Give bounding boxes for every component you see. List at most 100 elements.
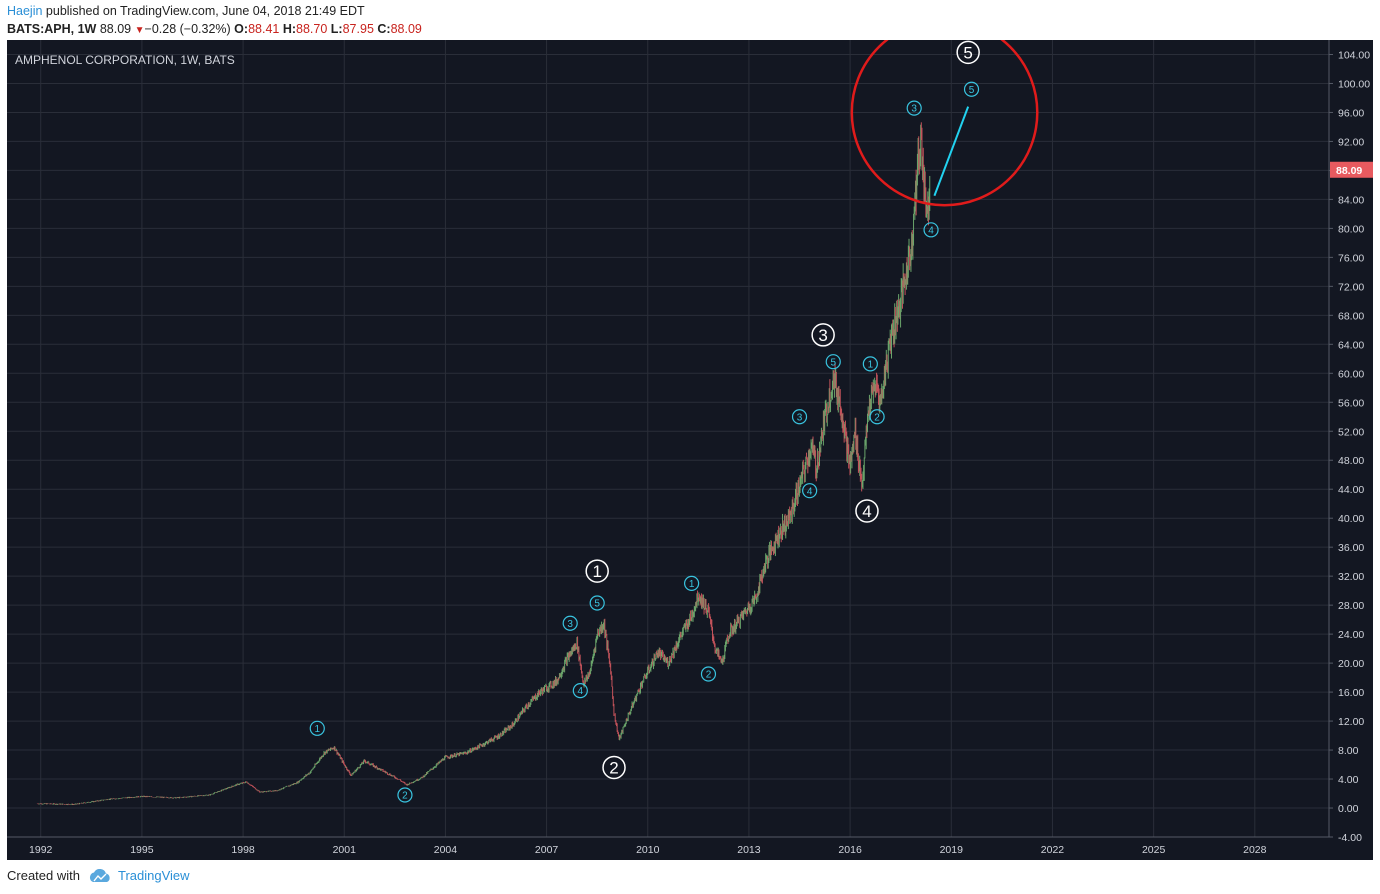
- y-tick-label: 8.00: [1338, 745, 1359, 757]
- minor-wave-circle: [825, 354, 841, 370]
- x-tick-label: 2028: [1243, 844, 1267, 856]
- minor-wave-label: 5: [830, 357, 836, 368]
- author-link[interactable]: Haejin: [7, 4, 43, 18]
- x-tick-label: 2022: [1041, 844, 1065, 856]
- highlight-circle: [850, 40, 1039, 207]
- minor-wave-label: 3: [911, 104, 917, 115]
- minor-wave-circle: [684, 575, 700, 592]
- tradingview-link[interactable]: TradingView: [117, 868, 190, 883]
- y-tick-label: 96.00: [1338, 107, 1364, 119]
- x-tick-label: 2013: [737, 844, 761, 856]
- minor-wave-label: 2: [874, 412, 880, 423]
- minor-wave-label: 4: [928, 225, 934, 236]
- time-axis[interactable]: 1992 1995 1998 2001 2004 2007 2010 2013 2016 2019…: [29, 844, 1267, 856]
- minor-wave-label: 3: [567, 619, 573, 630]
- minor-wave-circle: [791, 409, 808, 425]
- footer: Created with TradingView: [7, 868, 190, 883]
- high-label: H:: [282, 22, 297, 36]
- minor-wave-circle: [923, 222, 939, 238]
- y-tick-label: 48.00: [1338, 455, 1364, 467]
- wave-annotations: 1 2 3 4 5 1 2 3 4 5 1 2 3 4 5 1 2 3 4 5: [309, 40, 1039, 803]
- y-tick-label: 4.00: [1338, 774, 1359, 786]
- minor-wave-label: 1: [689, 579, 695, 590]
- last-price-tag: [1330, 161, 1373, 178]
- low-label: L:: [330, 22, 343, 36]
- down-arrow-icon: ▼: [134, 25, 145, 36]
- minor-wave-circle: [963, 81, 980, 97]
- y-tick-label: 92.00: [1338, 136, 1364, 148]
- low-value: 87.95: [342, 22, 374, 36]
- y-tick-label: 80.00: [1338, 223, 1364, 235]
- price-chart[interactable]: 1 2 3 4 5 1 2 3 4 5 1 2 3 4 5 1 2 3 4 5 104.00 100.00 96.00 92…: [7, 40, 1373, 860]
- candles: [36, 122, 931, 806]
- x-tick-label: 2007: [535, 844, 559, 856]
- minor-wave-label: 5: [594, 599, 600, 610]
- minor-wave-label: 2: [706, 670, 712, 681]
- minor-wave-label: 3: [797, 412, 803, 423]
- minor-wave-label: 4: [578, 686, 584, 697]
- y-tick-label: 44.00: [1338, 484, 1364, 496]
- y-tick-label: 76.00: [1338, 252, 1364, 264]
- y-tick-label: 20.00: [1338, 658, 1364, 670]
- y-tick-label: -4.00: [1338, 832, 1362, 844]
- y-tick-label: 68.00: [1338, 310, 1364, 322]
- open-value: 88.41: [248, 22, 280, 36]
- x-tick-label: 2010: [636, 844, 660, 856]
- y-tick-label: 60.00: [1338, 368, 1364, 380]
- created-with-text: Created with: [7, 868, 80, 883]
- minor-wave-circle: [309, 720, 325, 736]
- x-tick-label: 1995: [130, 844, 154, 856]
- major-wave-circle: [602, 755, 626, 780]
- minor-wave-label: 4: [807, 486, 813, 497]
- major-wave-label: 5: [963, 43, 972, 62]
- minor-wave-label: 1: [868, 359, 874, 370]
- price-axis[interactable]: 104.00100.0096.0092.0088.0084.0080.0076.…: [1329, 49, 1373, 844]
- y-tick-label: 24.00: [1338, 629, 1364, 641]
- y-tick-label: 0.00: [1338, 803, 1359, 815]
- major-wave-circle: [811, 323, 835, 347]
- major-wave-label: 4: [862, 502, 871, 521]
- y-tick-label: 84.00: [1338, 194, 1364, 206]
- wave-projection-line: [933, 106, 970, 197]
- y-tick-label: 56.00: [1338, 397, 1364, 409]
- major-wave-circle: [585, 559, 609, 583]
- major-wave-circle: [956, 40, 980, 65]
- grid: [7, 40, 1329, 838]
- minor-wave-circle: [862, 356, 878, 372]
- minor-wave-circle: [572, 683, 588, 699]
- x-tick-label: 2025: [1142, 844, 1166, 856]
- y-tick-label: 104.00: [1338, 49, 1370, 61]
- y-tick-label: 28.00: [1338, 600, 1364, 612]
- major-wave-label: 2: [609, 758, 618, 777]
- minor-wave-circle: [562, 615, 578, 631]
- price-change: −0.28 (−0.32%): [144, 22, 231, 36]
- published-text: published on TradingView.com, June 04, 2…: [42, 4, 365, 18]
- last-price-label: 88.09: [1336, 165, 1362, 177]
- y-tick-label: 16.00: [1338, 687, 1364, 699]
- x-tick-label: 1998: [231, 844, 255, 856]
- minor-wave-circle: [589, 595, 605, 611]
- minor-wave-circle: [700, 666, 717, 682]
- y-tick-label: 40.00: [1338, 513, 1364, 525]
- y-tick-label: 100.00: [1338, 78, 1370, 90]
- minor-wave-label: 1: [314, 724, 320, 735]
- x-tick-label: 2019: [940, 844, 964, 856]
- ohlc-bar: BATS:APH, 1W 88.09 ▼−0.28 (−0.32%) O:88.…: [7, 22, 422, 36]
- major-wave-circle: [855, 499, 879, 523]
- y-tick-label: 72.00: [1338, 281, 1364, 293]
- x-tick-label: 2001: [333, 844, 357, 856]
- y-tick-label: 32.00: [1338, 571, 1364, 583]
- high-value: 88.70: [296, 22, 328, 36]
- chart-title: AMPHENOL CORPORATION, 1W, BATS: [15, 53, 235, 67]
- tradingview-logo-icon: [89, 868, 110, 882]
- minor-wave-label: 2: [402, 791, 408, 802]
- minor-wave-label: 5: [969, 85, 975, 96]
- major-wave-label: 1: [592, 562, 601, 581]
- close-label: C:: [377, 22, 391, 36]
- y-tick-label: 12.00: [1338, 716, 1364, 728]
- symbol-label: BATS:APH, 1W: [7, 22, 97, 36]
- y-tick-label: 52.00: [1338, 426, 1364, 438]
- publish-info: Haejin published on TradingView.com, Jun…: [7, 4, 365, 18]
- y-tick-label: 36.00: [1338, 542, 1364, 554]
- chart-background: [7, 40, 1373, 860]
